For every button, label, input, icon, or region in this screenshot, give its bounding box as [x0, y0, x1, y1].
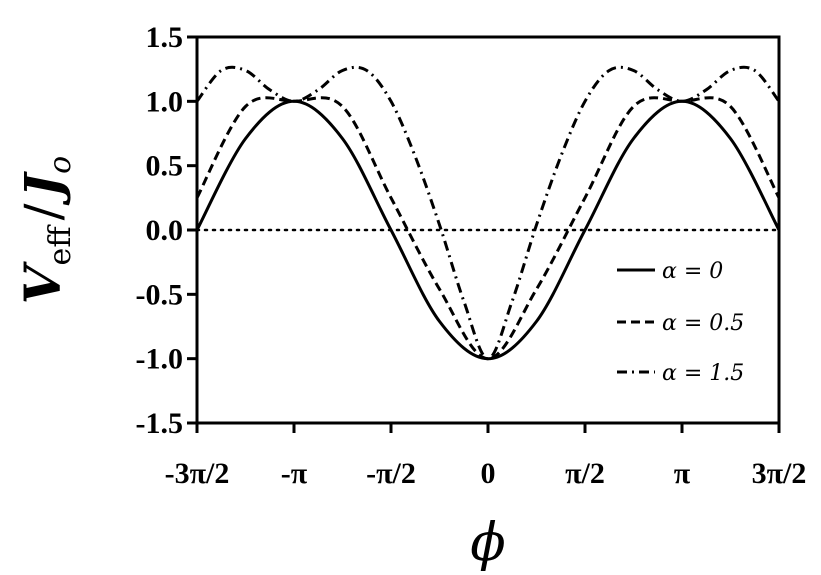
legend: α = 0 α = 0.5 α = 1.5	[617, 259, 744, 386]
y-tick-label-1: 1.0	[146, 85, 184, 118]
y-tick-label-5: -1.0	[136, 343, 184, 376]
y-tick-label-2: 0.5	[146, 150, 184, 183]
x-tick-label-4: π/2	[565, 457, 605, 490]
legend-item-alpha-1-5: α = 1.5	[617, 361, 744, 386]
x-tick-label-1: -π	[281, 457, 308, 490]
legend-label-alpha-1-5: α = 1.5	[662, 361, 744, 386]
tick-layer: 1.5 1.0 0.5 0.0 -0.5 -1.0 -1.5 -3π/2 -π -π/2 0 π/2 π…	[136, 21, 807, 490]
x-tick-label-3: 0	[481, 457, 496, 490]
svg-text:Veff/Jo: Veff /Jo	[13, 156, 78, 304]
y-axis-title: Veff /Jo	[13, 156, 78, 304]
legend-label-alpha-0: α = 0	[662, 259, 723, 284]
y-tick-label-6: -1.5	[136, 407, 184, 440]
series-line-1	[195, 96, 781, 361]
y-title-main: V	[13, 260, 72, 304]
legend-item-alpha-0-5: α = 0.5	[617, 311, 744, 336]
y-tick-label-3: 0.0	[146, 214, 184, 247]
series-layer	[195, 65, 781, 361]
y-title-sep: /	[14, 203, 72, 220]
y-title-den-sub: o	[43, 156, 78, 174]
y-title-sub: eff	[43, 224, 78, 266]
x-tick-label-6: 3π/2	[752, 457, 807, 490]
x-tick-label-2: -π/2	[366, 457, 416, 490]
series-line-2	[195, 65, 781, 361]
x-tick-label-0: -3π/2	[165, 457, 230, 490]
x-axis-title: ϕ	[470, 513, 505, 573]
legend-label-alpha-0-5: α = 0.5	[662, 311, 744, 336]
y-tick-label-4: -0.5	[136, 278, 184, 311]
legend-item-alpha-0: α = 0	[617, 259, 723, 284]
y-tick-label-0: 1.5	[146, 21, 184, 54]
x-tick-label-5: π	[674, 457, 691, 490]
y-title-den: J	[13, 171, 72, 206]
